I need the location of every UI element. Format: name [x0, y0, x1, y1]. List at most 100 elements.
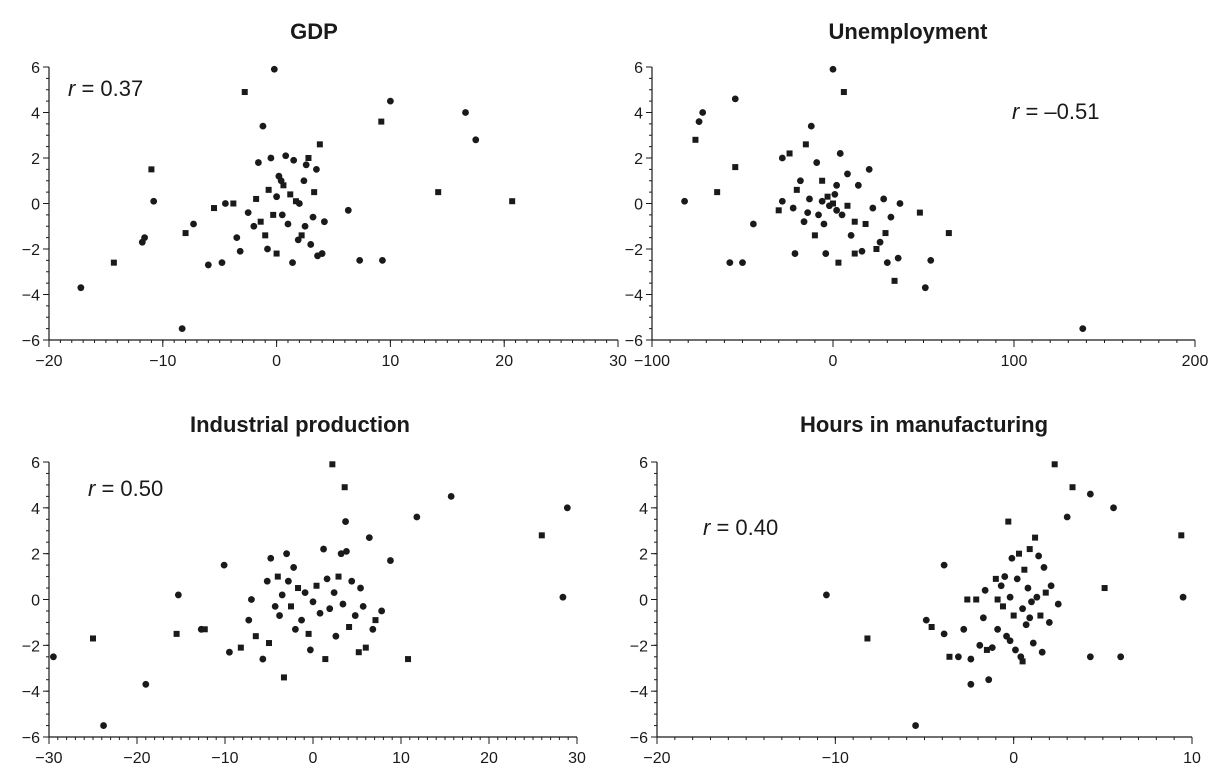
data-point — [283, 550, 290, 558]
data-point — [262, 232, 269, 239]
data-point — [997, 582, 1005, 590]
data-point — [1029, 639, 1037, 647]
data-point — [824, 193, 831, 200]
data-point — [290, 564, 298, 571]
data-point — [250, 222, 258, 230]
y-tick-label: −6 — [22, 333, 40, 350]
data-point — [351, 612, 359, 619]
data-point — [1035, 552, 1043, 560]
y-tick-label: −6 — [625, 333, 643, 350]
data-point — [298, 232, 305, 239]
data-point — [365, 534, 373, 542]
data-point — [276, 612, 283, 619]
correlation-annotation: r = –0.51 — [1012, 99, 1099, 124]
x-tick-label: −10 — [822, 750, 849, 767]
data-point — [732, 164, 739, 171]
data-point — [1024, 584, 1032, 592]
data-point — [236, 247, 244, 255]
data-point — [802, 141, 809, 148]
data-point — [322, 656, 329, 663]
data-point — [230, 200, 237, 207]
data-point — [292, 625, 299, 633]
data-point — [257, 218, 264, 225]
chart-panel-unemployment: Unemployment −6 −4 −2 0 2 4 6 −100 0 100 200 r = –0.… — [625, 19, 1209, 370]
data-point — [369, 625, 377, 633]
data-point — [150, 197, 158, 205]
correlation-annotation: r = 0.50 — [88, 476, 163, 501]
data-point — [287, 191, 294, 198]
y-tick-label: −4 — [22, 288, 40, 305]
x-tick-label: −20 — [643, 750, 670, 767]
data-point — [284, 220, 292, 228]
x-tick-label: 0 — [309, 750, 318, 767]
data-point — [378, 607, 386, 615]
data-point — [266, 640, 272, 647]
data-point — [844, 202, 851, 209]
data-point — [1063, 513, 1071, 521]
data-point — [778, 197, 786, 205]
data-point — [873, 246, 880, 252]
chart-title: Unemployment — [829, 19, 989, 44]
data-point — [916, 209, 923, 216]
data-point — [714, 189, 721, 196]
data-point — [320, 218, 328, 226]
x-tick-label: −30 — [35, 750, 62, 767]
data-point — [1019, 605, 1026, 613]
data-point — [1026, 546, 1033, 553]
y-tick-label: 2 — [31, 151, 40, 168]
data-point — [142, 680, 150, 688]
data-point — [1006, 593, 1014, 601]
data-point — [945, 230, 952, 237]
y-tick-label: −4 — [625, 288, 643, 305]
data-point — [1045, 619, 1053, 626]
data-point — [241, 89, 248, 96]
correlation-value: = –0.51 — [1019, 99, 1099, 124]
data-point — [1178, 532, 1185, 539]
data-point — [994, 596, 1001, 603]
data-point — [306, 646, 314, 654]
data-point — [277, 177, 285, 185]
data-point — [928, 624, 935, 630]
data-point — [387, 97, 394, 105]
data-point — [804, 209, 812, 217]
data-point — [1086, 653, 1094, 661]
data-point — [985, 676, 993, 684]
data-point — [1021, 566, 1028, 573]
data-point — [387, 557, 394, 564]
data-point — [835, 259, 842, 266]
y-tick-label: −6 — [22, 730, 40, 747]
correlation-symbol: r — [703, 515, 712, 540]
data-point — [259, 655, 267, 663]
data-point — [791, 250, 799, 257]
data-point — [182, 230, 189, 237]
data-point — [887, 213, 895, 221]
data-point — [797, 177, 804, 185]
data-point — [280, 674, 287, 681]
data-point — [220, 561, 228, 569]
x-tick-label: 0 — [1009, 750, 1018, 767]
x-tick-label: −10 — [211, 750, 238, 767]
data-point — [1022, 621, 1030, 629]
data-point — [339, 600, 347, 608]
data-point — [699, 109, 707, 116]
data-point — [252, 633, 259, 640]
data-point — [305, 155, 312, 161]
data-point — [894, 254, 902, 262]
data-point — [343, 547, 350, 555]
y-tick-label: 6 — [31, 60, 40, 77]
data-point — [1101, 585, 1108, 592]
data-point — [1003, 632, 1010, 640]
data-point — [940, 630, 948, 638]
data-point — [329, 461, 336, 468]
correlation-annotation: r = 0.37 — [68, 76, 143, 101]
data-point — [413, 513, 421, 521]
data-point — [263, 577, 271, 585]
data-point — [298, 616, 305, 624]
data-point — [739, 259, 746, 267]
data-point — [233, 234, 241, 242]
data-point — [1010, 612, 1017, 619]
data-point — [851, 250, 858, 257]
data-point — [273, 250, 280, 257]
data-point — [341, 484, 348, 491]
data-point — [267, 154, 275, 162]
